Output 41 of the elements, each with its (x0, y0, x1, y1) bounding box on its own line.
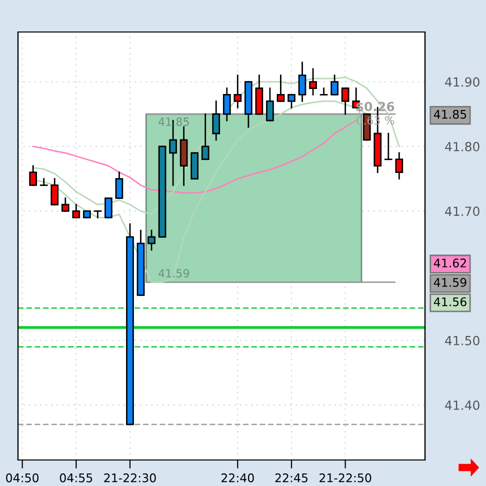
candlestick (395, 152, 404, 180)
y-tick-label: 41.40 (445, 400, 480, 410)
candlestick (330, 74, 338, 96)
candlestick (115, 172, 124, 199)
y2-tick-label: 41.56 (434, 297, 466, 306)
candlestick (288, 94, 296, 108)
x-tick-label: 22:40 (222, 473, 254, 482)
annotation: 41.59 (158, 269, 189, 278)
y2-tick-label: 41.59 (434, 278, 466, 287)
y-tick-label: 41.50 (445, 336, 480, 346)
candlestick (309, 68, 317, 96)
candlestick (320, 88, 328, 96)
candlestick (341, 88, 350, 115)
y2-tick-label: 41.85 (434, 110, 466, 119)
y-tick-label: 41.70 (445, 206, 480, 216)
y-tick-label: 41.90 (445, 77, 480, 87)
candlestick (148, 230, 156, 251)
y2-tick-label: 41.62 (434, 258, 466, 268)
x-tick-label: 21-22:30 (104, 473, 156, 482)
candlestick (61, 197, 70, 212)
candlestick (94, 210, 102, 218)
candlestick (29, 165, 37, 186)
candlestick (298, 62, 306, 102)
candlestick (201, 113, 210, 160)
candlestick (266, 88, 274, 122)
candlestick (234, 74, 242, 108)
candlestick (384, 132, 392, 160)
candlestick (72, 204, 80, 218)
x-tick-label: 22:45 (275, 473, 308, 482)
y-tick-label: 41.80 (445, 142, 480, 152)
x-tick-label: 21-22:50 (320, 473, 372, 482)
candlestick (50, 178, 59, 206)
candlestick (276, 74, 285, 102)
x-tick-label: 04:50 (6, 473, 39, 482)
candlestick (104, 197, 112, 218)
candlestick (40, 178, 48, 186)
line-series (32, 76, 400, 216)
x-tick-label: 04:55 (60, 473, 92, 482)
line-series (32, 120, 357, 194)
candlestick (212, 100, 220, 141)
candlestick (222, 88, 231, 122)
